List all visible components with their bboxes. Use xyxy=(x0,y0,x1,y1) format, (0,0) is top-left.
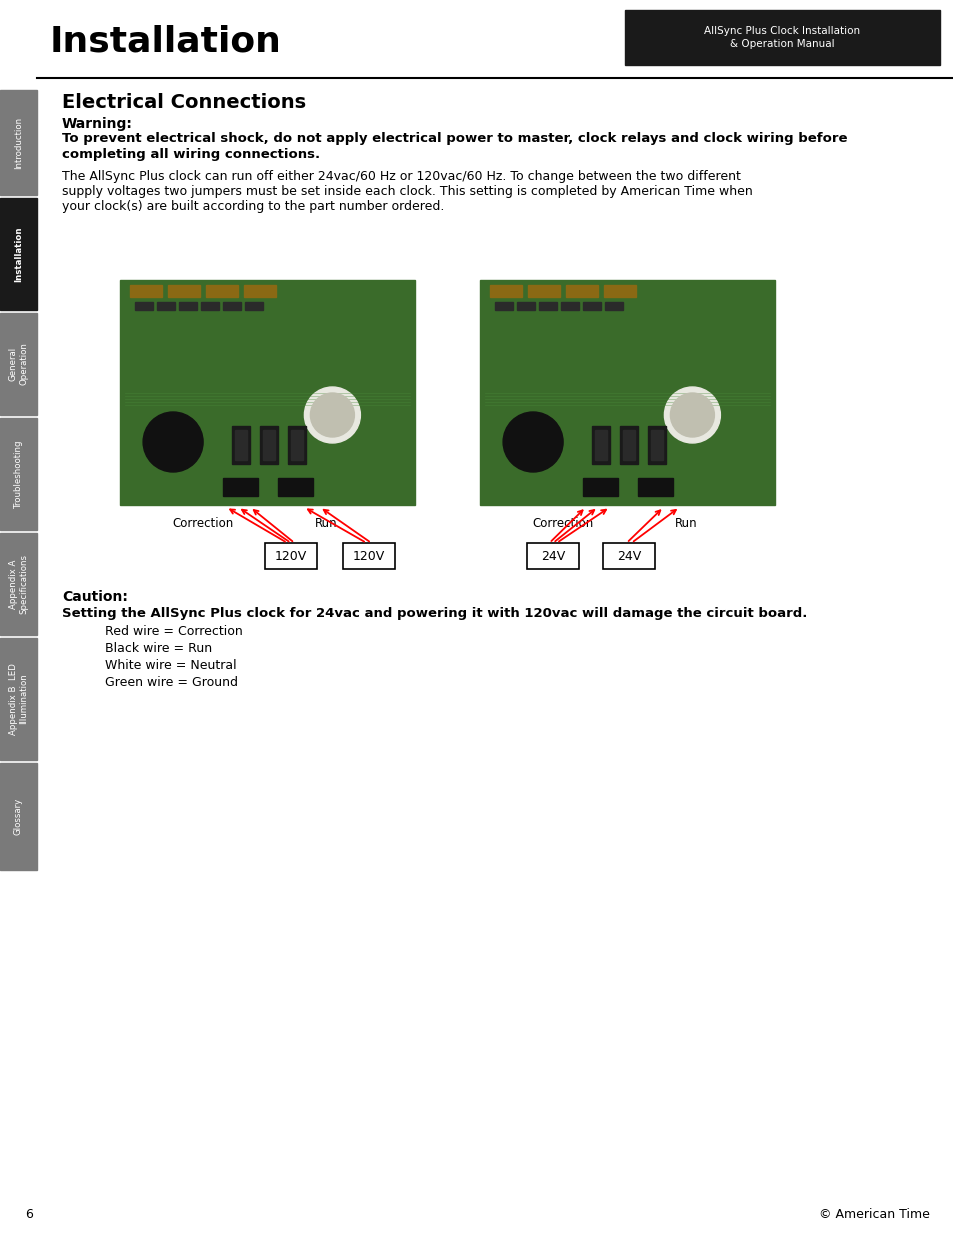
Text: 6: 6 xyxy=(25,1209,32,1221)
Bar xyxy=(265,543,316,569)
Text: Black wire = Run: Black wire = Run xyxy=(105,642,212,655)
Text: AllSync Plus Clock Installation
& Operation Manual: AllSync Plus Clock Installation & Operat… xyxy=(703,26,860,49)
Bar xyxy=(602,543,655,569)
Text: Introduction: Introduction xyxy=(14,116,23,168)
Text: Red wire = Correction: Red wire = Correction xyxy=(105,625,242,638)
Bar xyxy=(604,303,622,310)
Circle shape xyxy=(670,393,714,437)
Bar xyxy=(135,303,152,310)
Text: Appendix B  LED
Illumination: Appendix B LED Illumination xyxy=(9,663,29,735)
Bar xyxy=(490,285,521,296)
Bar xyxy=(343,543,395,569)
Text: Setting the AllSync Plus clock for 24vac and powering it with 120vac will damage: Setting the AllSync Plus clock for 24vac… xyxy=(62,606,806,620)
Bar xyxy=(638,478,673,496)
Text: Installation: Installation xyxy=(14,226,23,282)
Text: supply voltages two jumpers must be set inside each clock. This setting is compl: supply voltages two jumpers must be set … xyxy=(62,185,752,198)
Text: 24V: 24V xyxy=(617,550,640,562)
Bar xyxy=(0,534,37,635)
Circle shape xyxy=(143,412,203,472)
Bar xyxy=(201,303,219,310)
Bar xyxy=(0,90,37,195)
Bar xyxy=(622,430,635,461)
Bar xyxy=(157,303,174,310)
Text: To prevent electrical shock, do not apply electrical power to master, clock rela: To prevent electrical shock, do not appl… xyxy=(62,132,846,144)
Bar xyxy=(592,426,610,464)
Bar xyxy=(120,280,415,505)
Bar xyxy=(582,478,618,496)
Bar xyxy=(278,478,313,496)
Bar xyxy=(0,417,37,530)
Bar xyxy=(168,285,200,296)
Bar xyxy=(232,426,250,464)
Circle shape xyxy=(310,393,354,437)
Text: Green wire = Ground: Green wire = Ground xyxy=(105,676,237,689)
Circle shape xyxy=(304,387,360,443)
Bar xyxy=(0,638,37,760)
Bar xyxy=(650,430,662,461)
Bar xyxy=(560,303,578,310)
Text: Correction: Correction xyxy=(172,517,233,530)
Bar xyxy=(291,430,303,461)
Text: completing all wiring connections.: completing all wiring connections. xyxy=(62,148,320,161)
Text: © American Time: © American Time xyxy=(819,1209,929,1221)
Text: Run: Run xyxy=(314,517,337,530)
Bar xyxy=(0,763,37,869)
Bar xyxy=(619,426,638,464)
Bar xyxy=(223,303,241,310)
Bar xyxy=(288,426,306,464)
Text: Caution:: Caution: xyxy=(62,590,128,604)
Text: General
Operation: General Operation xyxy=(9,342,29,385)
Bar xyxy=(223,478,258,496)
Bar xyxy=(647,426,665,464)
Circle shape xyxy=(502,412,562,472)
Bar xyxy=(206,285,237,296)
Text: Correction: Correction xyxy=(532,517,593,530)
Bar xyxy=(245,303,263,310)
Bar xyxy=(517,303,535,310)
Bar xyxy=(0,198,37,310)
Bar xyxy=(479,280,774,505)
Bar xyxy=(263,430,274,461)
Text: 24V: 24V xyxy=(540,550,564,562)
Text: Warning:: Warning: xyxy=(62,117,132,131)
Bar xyxy=(582,303,600,310)
Text: Appendix A
Specifications: Appendix A Specifications xyxy=(9,555,29,614)
Bar xyxy=(130,285,162,296)
Bar xyxy=(0,312,37,415)
Bar xyxy=(624,10,939,65)
Circle shape xyxy=(663,387,720,443)
Bar xyxy=(538,303,557,310)
Bar xyxy=(234,430,247,461)
Bar xyxy=(603,285,636,296)
Bar xyxy=(526,543,578,569)
Bar xyxy=(527,285,559,296)
Bar xyxy=(244,285,275,296)
Text: The AllSync Plus clock can run off either 24vac/60 Hz or 120vac/60 Hz. To change: The AllSync Plus clock can run off eithe… xyxy=(62,170,740,183)
Text: Troubleshooting: Troubleshooting xyxy=(14,440,23,509)
Text: Installation: Installation xyxy=(50,25,281,59)
Text: Electrical Connections: Electrical Connections xyxy=(62,93,306,112)
Text: White wire = Neutral: White wire = Neutral xyxy=(105,659,236,672)
Text: Glossary: Glossary xyxy=(14,798,23,835)
Text: your clock(s) are built according to the part number ordered.: your clock(s) are built according to the… xyxy=(62,200,444,212)
Bar xyxy=(565,285,598,296)
Bar xyxy=(595,430,606,461)
Text: 120V: 120V xyxy=(274,550,307,562)
Bar xyxy=(260,426,278,464)
Bar xyxy=(179,303,196,310)
Text: 120V: 120V xyxy=(353,550,385,562)
Bar xyxy=(495,303,513,310)
Text: Run: Run xyxy=(675,517,697,530)
